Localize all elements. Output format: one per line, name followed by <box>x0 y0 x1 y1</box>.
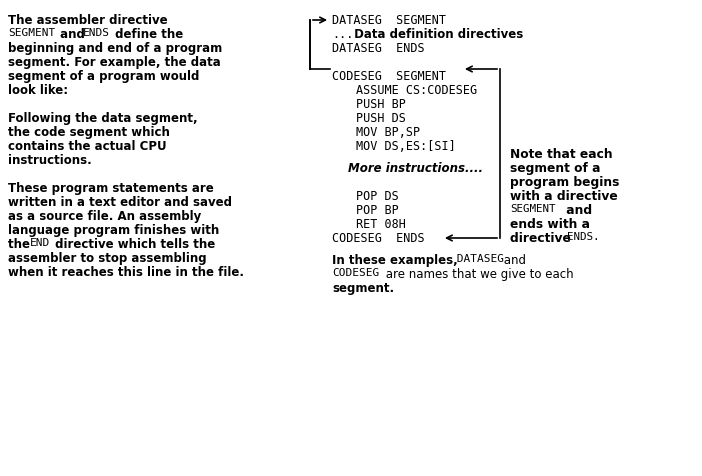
Text: PUSH BP: PUSH BP <box>356 98 406 111</box>
Text: when it reaches this line in the file.: when it reaches this line in the file. <box>8 266 244 278</box>
Text: More instructions....: More instructions.... <box>348 162 483 175</box>
Text: POP DS: POP DS <box>356 189 399 203</box>
Text: MOV DS,ES:[SI]: MOV DS,ES:[SI] <box>356 140 456 153</box>
Text: language program finishes with: language program finishes with <box>8 224 219 237</box>
Text: Note that each: Note that each <box>510 148 613 161</box>
Text: and: and <box>56 28 89 41</box>
Text: In these examples,: In these examples, <box>332 253 458 267</box>
Text: MOV BP,SP: MOV BP,SP <box>356 126 420 139</box>
Text: PUSH DS: PUSH DS <box>356 112 406 125</box>
Text: DATASEG: DATASEG <box>450 253 504 263</box>
Text: segment of a program would: segment of a program would <box>8 70 199 83</box>
Text: RET 08H: RET 08H <box>356 218 406 230</box>
Text: look like:: look like: <box>8 84 68 97</box>
Text: written in a text editor and saved: written in a text editor and saved <box>8 196 232 208</box>
Text: contains the actual CPU: contains the actual CPU <box>8 140 166 153</box>
Text: are names that we give to each: are names that we give to each <box>382 268 574 280</box>
Text: the code segment which: the code segment which <box>8 126 170 139</box>
Text: directive which tells the: directive which tells the <box>51 238 216 250</box>
Text: segment.: segment. <box>332 281 394 294</box>
Text: CODESEG: CODESEG <box>332 268 379 278</box>
Text: as a source file. An assembly: as a source file. An assembly <box>8 209 201 223</box>
Text: segment. For example, the data: segment. For example, the data <box>8 56 220 69</box>
Text: ENDS.: ENDS. <box>567 231 600 241</box>
Text: ...: ... <box>332 28 353 41</box>
Text: the: the <box>8 238 34 250</box>
Text: instructions.: instructions. <box>8 154 92 167</box>
Text: with a directive: with a directive <box>510 189 618 203</box>
Text: segment of a: segment of a <box>510 162 600 175</box>
Text: SEGMENT: SEGMENT <box>510 204 555 214</box>
Text: CODESEG  SEGMENT: CODESEG SEGMENT <box>332 70 446 83</box>
Text: and: and <box>500 253 526 267</box>
Text: beginning and end of a program: beginning and end of a program <box>8 42 223 55</box>
Text: ends with a: ends with a <box>510 218 590 230</box>
Text: Data definition directives: Data definition directives <box>350 28 523 41</box>
Text: program begins: program begins <box>510 176 619 188</box>
Text: ASSUME CS:CODESEG: ASSUME CS:CODESEG <box>356 84 477 97</box>
Text: define the: define the <box>111 28 183 41</box>
Text: CODESEG  ENDS: CODESEG ENDS <box>332 231 425 245</box>
Text: ENDS: ENDS <box>83 28 110 38</box>
Text: END: END <box>30 238 51 248</box>
Text: These program statements are: These program statements are <box>8 182 213 195</box>
Text: POP BP: POP BP <box>356 204 399 217</box>
Text: assembler to stop assembling: assembler to stop assembling <box>8 251 206 265</box>
Text: SEGMENT: SEGMENT <box>8 28 55 38</box>
Text: Following the data segment,: Following the data segment, <box>8 112 198 125</box>
Text: DATASEG  SEGMENT: DATASEG SEGMENT <box>332 14 446 27</box>
Text: DATASEG  ENDS: DATASEG ENDS <box>332 42 425 55</box>
Text: directive: directive <box>510 231 575 245</box>
Text: The assembler directive: The assembler directive <box>8 14 168 27</box>
Text: and: and <box>562 204 592 217</box>
